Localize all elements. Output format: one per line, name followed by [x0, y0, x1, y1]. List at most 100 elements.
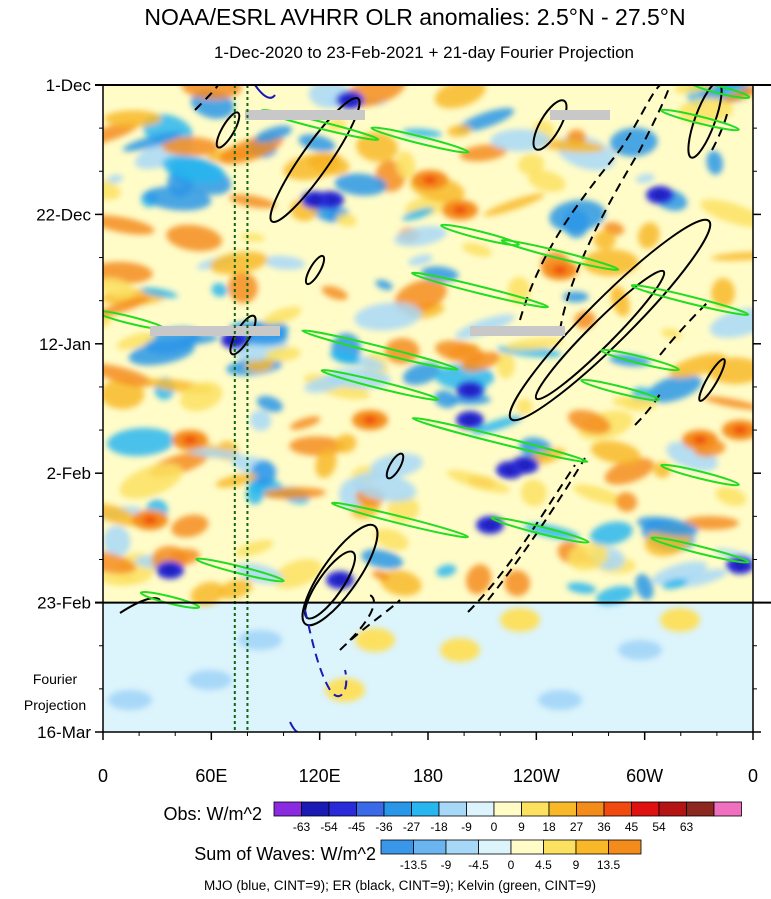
- anomaly-blob: [265, 346, 301, 362]
- obs-colorbar-swatch: [713, 801, 742, 817]
- anomaly-blob: [104, 110, 162, 128]
- anomaly-blob: [635, 173, 655, 184]
- anomaly-blob: [540, 139, 605, 153]
- anomaly-blob: [315, 448, 337, 479]
- waves-colorbar-tick: -13.5: [400, 858, 428, 872]
- kelvin-contour: [650, 536, 750, 564]
- projection-blob-positive: [355, 628, 395, 652]
- projection-background: [103, 603, 753, 732]
- waves-colorbar-tick: -9: [441, 858, 452, 872]
- er-contour-negative: [634, 389, 663, 426]
- anomaly-blob: [524, 523, 581, 541]
- anomaly-core-negative: [464, 416, 476, 424]
- anomaly-blob: [635, 573, 654, 600]
- anomaly-blob: [372, 570, 390, 581]
- obs-colorbar-tick: -54: [320, 820, 338, 834]
- projection-blob-positive: [660, 608, 700, 632]
- anomaly-blob: [180, 381, 223, 412]
- x-tick-label: 0: [748, 766, 758, 786]
- er-contour: [532, 99, 568, 151]
- missing-data-bar: [245, 110, 365, 120]
- y-tick-label: 23-Feb: [37, 594, 91, 613]
- anomaly-blob: [706, 150, 724, 175]
- y-tick-label: 2-Feb: [47, 464, 91, 483]
- y-tick-label: 1-Dec: [46, 76, 92, 95]
- obs-colorbar-tick: -45: [348, 820, 366, 834]
- kelvin-contour: [440, 223, 520, 247]
- anomaly-blob: [394, 226, 447, 247]
- x-tick-label: 120E: [299, 766, 341, 786]
- anomaly-blob: [646, 374, 702, 403]
- anomaly-blob: [590, 440, 641, 464]
- kelvin-contour: [660, 463, 740, 487]
- anomaly-blob: [103, 180, 121, 200]
- anomaly-blob: [103, 363, 154, 387]
- x-tick-label: 120W: [513, 766, 560, 786]
- anomaly-blob: [235, 539, 274, 557]
- obs-colorbar-swatch: [411, 801, 440, 817]
- er-contour: [301, 523, 379, 627]
- anomaly-blob: [435, 340, 485, 363]
- anomaly-blob: [459, 144, 508, 162]
- anomaly-core-positive: [553, 266, 567, 274]
- anomaly-blob: [402, 362, 441, 385]
- missing-data-bar: [550, 110, 610, 120]
- missing-data-bar: [470, 326, 565, 336]
- anomaly-blob: [263, 487, 326, 500]
- obs-colorbar-swatch: [603, 801, 632, 817]
- anomaly-blob: [188, 448, 243, 459]
- anomaly-blob: [166, 224, 223, 252]
- anomaly-blob: [289, 416, 321, 430]
- anomaly-core-negative: [519, 461, 531, 469]
- kelvin-contour: [370, 126, 470, 154]
- obs-colorbar-swatch: [273, 801, 302, 817]
- obs-colorbar: -63 -54 -45 -36 -27 -18 -9 0 9 18 27 36 45 54 63: [273, 801, 742, 834]
- anomaly-blob: [330, 350, 360, 365]
- er-contour: [698, 358, 726, 402]
- anomaly-blob: [507, 276, 531, 304]
- anomaly-blob: [593, 230, 616, 250]
- obs-colorbar-tick: 45: [625, 820, 639, 834]
- obs-colorbar-tick: -9: [461, 820, 472, 834]
- anomaly-blob: [103, 379, 145, 410]
- anomaly-blob: [582, 249, 639, 277]
- waves-colorbar-tick: -4.5: [468, 858, 489, 872]
- x-tick-label: 180: [413, 766, 443, 786]
- anomaly-blob: [700, 199, 753, 228]
- er-contour: [215, 111, 241, 149]
- projection-blob-positive: [500, 608, 540, 632]
- anomaly-blob: [707, 357, 753, 385]
- anomaly-blob: [263, 255, 306, 270]
- obs-colorbar-swatch: [301, 801, 330, 817]
- kelvin-contour: [689, 85, 751, 100]
- waves-colorbar-tick: 0: [508, 858, 515, 872]
- obs-colorbar-tick: 27: [570, 820, 584, 834]
- anomaly-blob: [721, 85, 753, 103]
- anomaly-blob: [106, 174, 124, 184]
- waves-colorbar-swatch: [608, 839, 642, 855]
- anomaly-blob: [246, 483, 264, 505]
- missing-data-bar: [150, 326, 280, 336]
- obs-colorbar-swatch: [686, 801, 715, 817]
- anomaly-blob: [262, 306, 302, 326]
- anomaly-blob: [653, 462, 671, 478]
- waves-colorbar-tick: 9: [573, 858, 580, 872]
- obs-colorbar-swatch: [328, 801, 357, 817]
- anomaly-core-positive: [693, 436, 707, 444]
- anomaly-blob: [674, 568, 728, 588]
- y-tick-label: 22-Dec: [36, 205, 91, 224]
- anomaly-blob: [209, 251, 268, 275]
- anomaly-blob: [122, 131, 183, 152]
- projection-blob-negative: [188, 670, 232, 690]
- er-contour: [304, 254, 326, 286]
- chart-subtitle: 1-Dec-2020 to 23-Feb-2021 + 21-day Fouri…: [214, 43, 634, 62]
- anomaly-blob: [162, 155, 225, 183]
- projection-blob-negative: [108, 690, 152, 710]
- anomaly-blob: [662, 578, 688, 590]
- anomaly-blob: [447, 124, 472, 137]
- anomaly-blob: [321, 285, 348, 300]
- anomaly-blob: [161, 136, 220, 157]
- anomaly-blob: [254, 125, 292, 143]
- anomaly-blob: [107, 427, 175, 457]
